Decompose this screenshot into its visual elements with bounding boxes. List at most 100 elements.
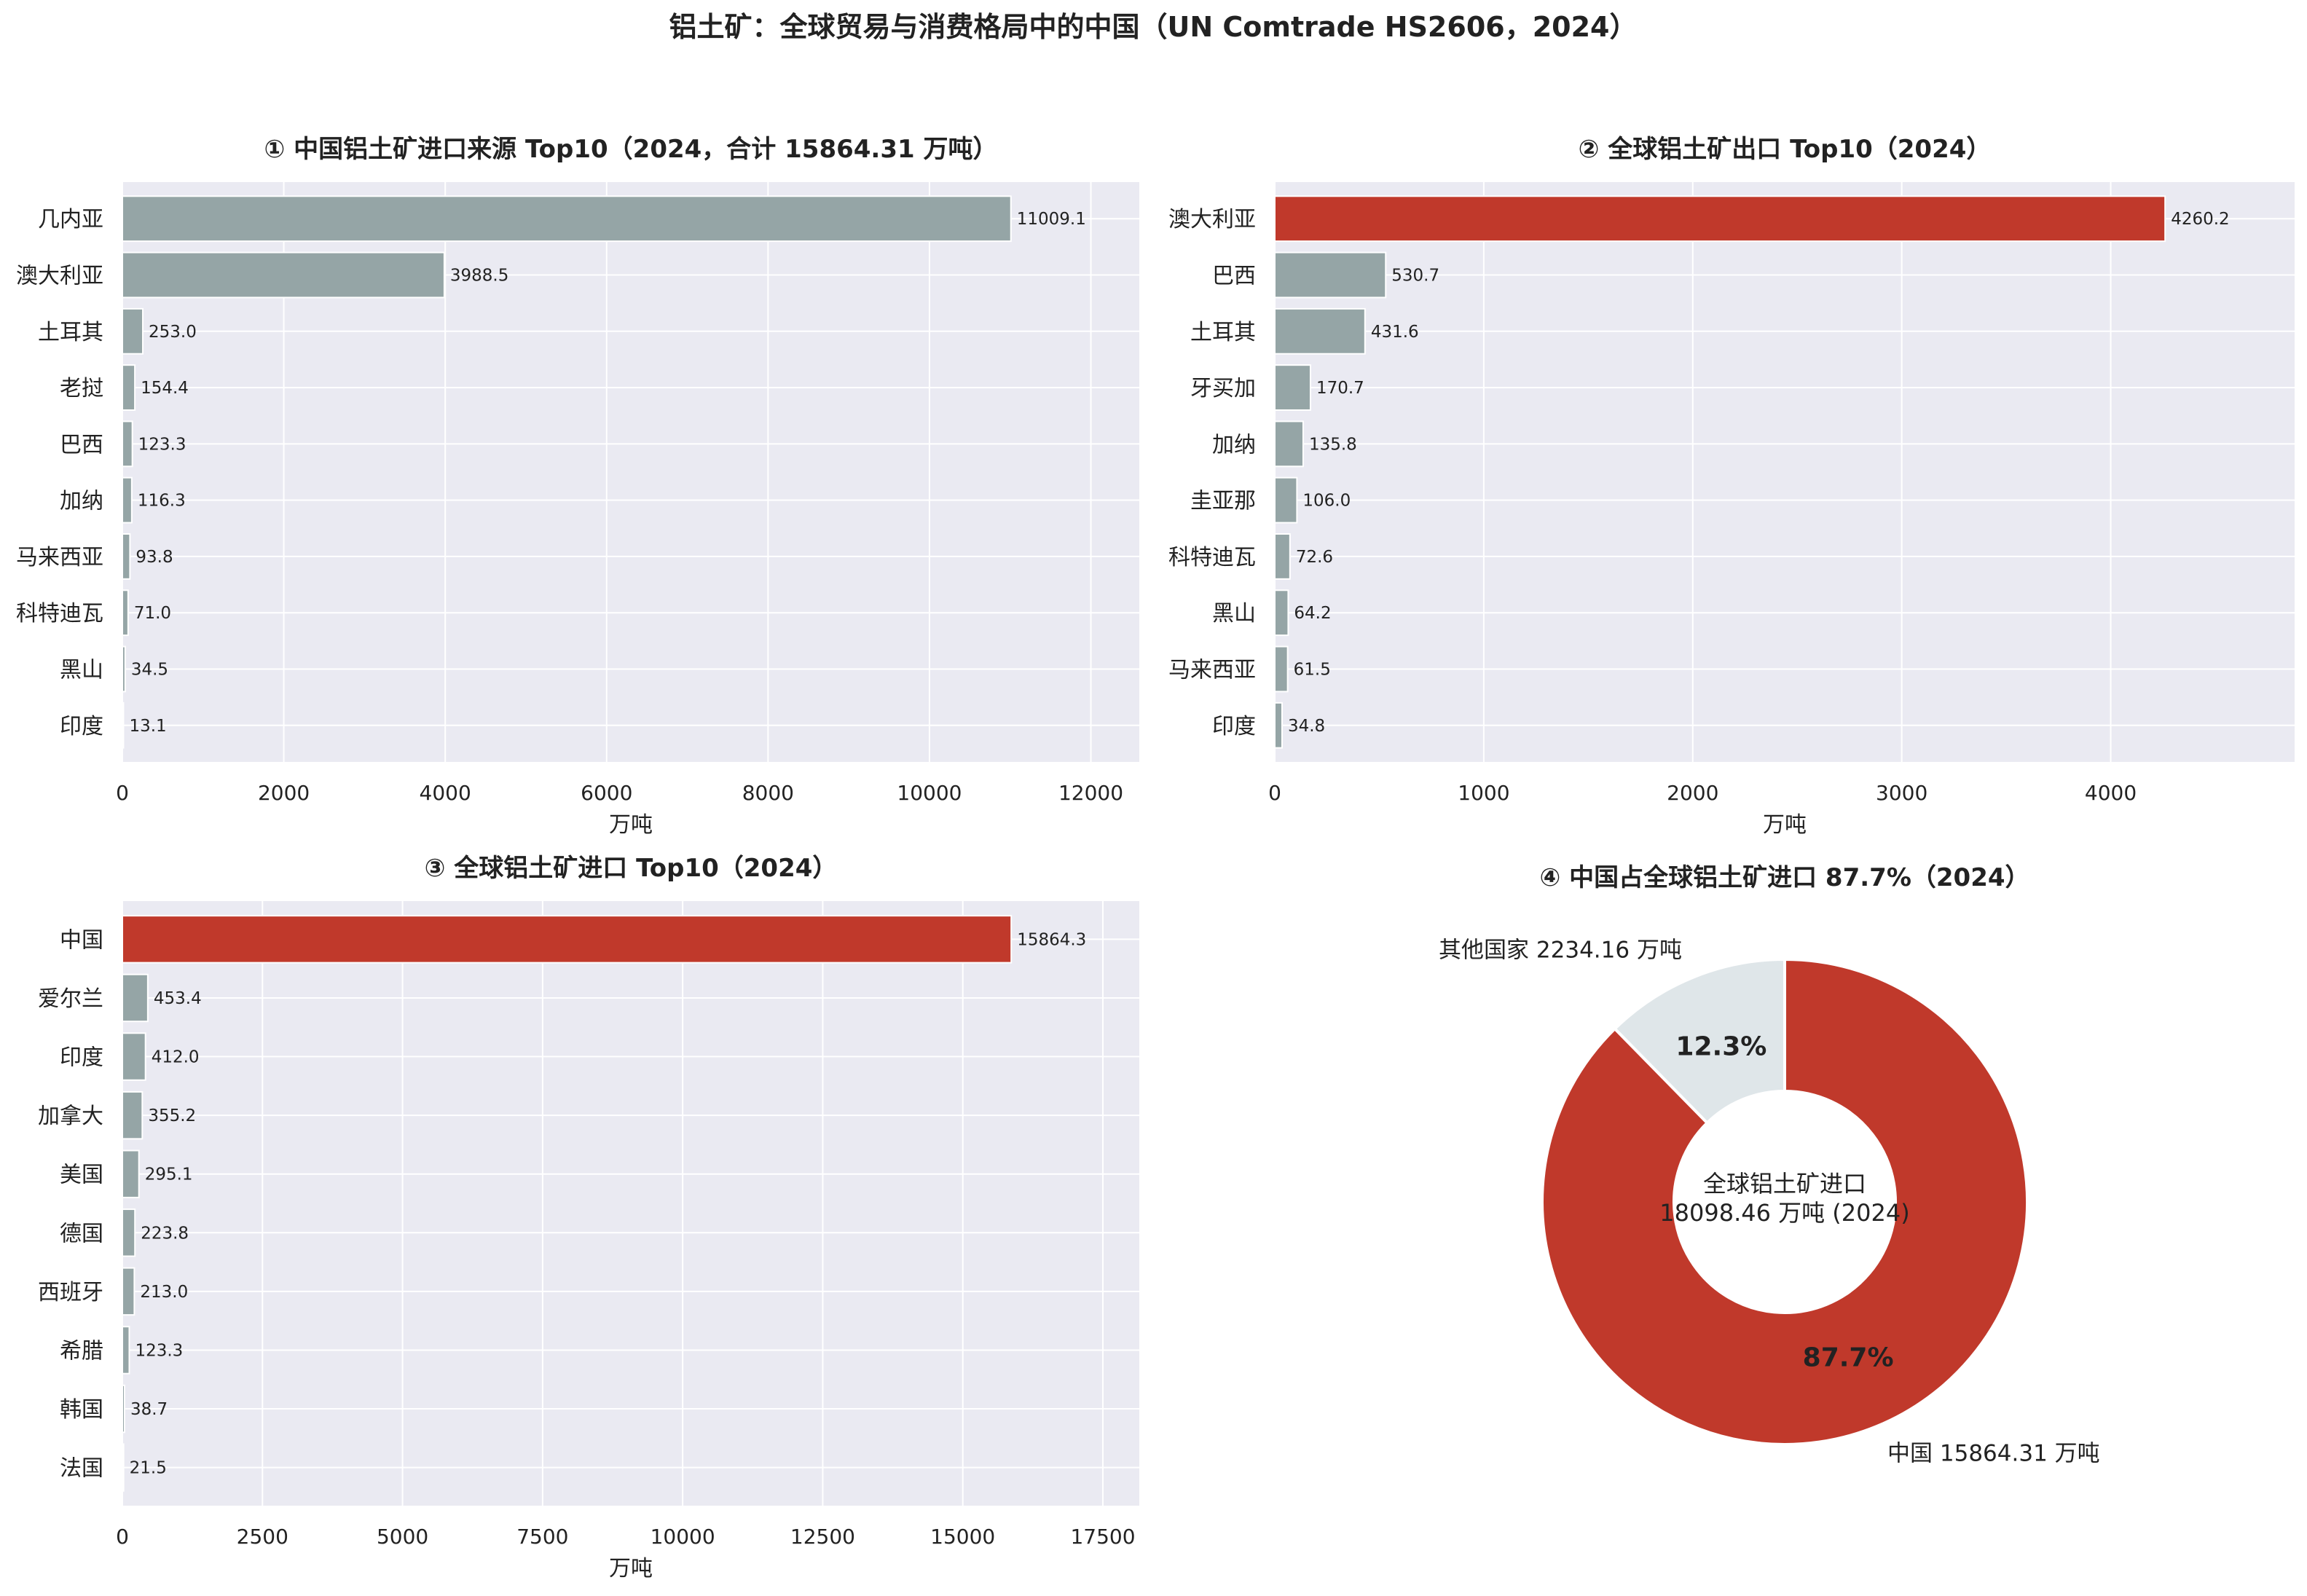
x-tick-label: 7500 bbox=[516, 1525, 568, 1549]
bar bbox=[1274, 533, 1291, 580]
x-tick-label: 17500 bbox=[1070, 1525, 1135, 1549]
slice-label: 中国 15864.31 万吨 bbox=[1887, 1440, 2100, 1466]
bar bbox=[122, 1384, 125, 1434]
donut-center-text: 18098.46 万吨 (2024) bbox=[1659, 1199, 1909, 1227]
bar bbox=[1274, 701, 1283, 749]
bar-value-label: 412.0 bbox=[152, 1048, 200, 1067]
y-tick-label: 巴西 bbox=[1212, 264, 1256, 289]
bar-value-label: 3988.5 bbox=[450, 267, 508, 286]
y-tick-label: 印度 bbox=[60, 1045, 103, 1071]
y-tick-label: 法国 bbox=[60, 1456, 103, 1482]
bar-value-label: 253.0 bbox=[149, 323, 197, 342]
x-axis-label: 万吨 bbox=[609, 812, 653, 838]
y-tick-label: 德国 bbox=[60, 1221, 103, 1246]
y-tick-label: 老挝 bbox=[60, 376, 103, 401]
bar-value-label: 34.8 bbox=[1288, 717, 1325, 736]
y-tick-label: 几内亚 bbox=[38, 207, 103, 232]
bar-value-label: 61.5 bbox=[1294, 660, 1331, 679]
bar-value-label: 355.2 bbox=[148, 1106, 196, 1125]
donut-center-text: 全球铝土矿进口 bbox=[1703, 1170, 1866, 1198]
chart-china-import-sources: ① 中国铝土矿进口来源 Top10（2024，合计 15864.31 万吨） 0 2… bbox=[16, 135, 1139, 838]
bar-value-label: 4260.2 bbox=[2171, 210, 2229, 229]
y-tick-label: 希腊 bbox=[60, 1338, 103, 1364]
bar-value-label: 116.3 bbox=[138, 492, 186, 511]
bar bbox=[122, 1032, 146, 1081]
y-tick-label: 西班牙 bbox=[38, 1280, 103, 1305]
bar bbox=[122, 1090, 144, 1140]
bar-value-label: 72.6 bbox=[1296, 548, 1333, 567]
x-tick-label: 12500 bbox=[790, 1525, 855, 1549]
bar-value-label: 213.0 bbox=[140, 1283, 188, 1302]
x-axis-label: 万吨 bbox=[609, 1556, 653, 1581]
bar-value-label: 295.1 bbox=[145, 1165, 193, 1184]
x-tick-label: 0 bbox=[116, 1525, 129, 1549]
bar-value-label: 431.6 bbox=[1371, 323, 1419, 342]
plot-area bbox=[1275, 182, 2295, 762]
donut-slice-china bbox=[1541, 957, 2029, 1446]
y-tick-label: 黑山 bbox=[1212, 601, 1256, 626]
y-tick-label: 加纳 bbox=[60, 489, 103, 514]
y-tick-label: 加纳 bbox=[1212, 432, 1256, 457]
bar bbox=[122, 251, 445, 299]
y-tick-label: 印度 bbox=[60, 714, 103, 739]
bar-value-label: 170.7 bbox=[1316, 379, 1364, 398]
y-tick-label: 巴西 bbox=[60, 432, 103, 457]
x-tick-label: 10000 bbox=[651, 1525, 715, 1549]
bar bbox=[122, 589, 129, 637]
x-tick-label: 15000 bbox=[930, 1525, 995, 1549]
y-tick-label: 土耳其 bbox=[1190, 320, 1256, 345]
bar bbox=[122, 1149, 140, 1198]
slice-percent-label: 12.3% bbox=[1675, 1032, 1766, 1062]
y-tick-label: 马来西亚 bbox=[16, 545, 103, 570]
bar bbox=[122, 195, 1012, 243]
x-tick-label: 4000 bbox=[2085, 781, 2137, 805]
bar bbox=[1274, 195, 2166, 243]
bar-value-label: 135.8 bbox=[1309, 435, 1357, 454]
bar-value-label: 123.3 bbox=[138, 435, 186, 454]
bar bbox=[1274, 645, 1289, 693]
y-tick-label: 印度 bbox=[1212, 714, 1256, 739]
y-tick-label: 中国 bbox=[60, 927, 103, 953]
bar bbox=[122, 476, 133, 524]
bar bbox=[122, 420, 133, 468]
y-tick-label: 马来西亚 bbox=[1168, 657, 1256, 683]
chart-title: ③ 全球铝土矿进口 Top10（2024） bbox=[425, 854, 838, 883]
bar-value-label: 530.7 bbox=[1391, 267, 1439, 286]
y-tick-label: 美国 bbox=[60, 1163, 103, 1188]
x-tick-label: 2500 bbox=[237, 1525, 288, 1549]
bar bbox=[122, 364, 136, 411]
bar bbox=[122, 701, 125, 749]
chart-global-exports: ② 全球铝土矿出口 Top10（2024） 0 1000 2000 3000 4000 42… bbox=[1168, 135, 2295, 838]
bar-value-label: 11009.1 bbox=[1017, 210, 1086, 229]
bar-value-label: 71.0 bbox=[134, 604, 171, 623]
bar-value-label: 106.0 bbox=[1302, 492, 1351, 511]
y-tick-label: 韩国 bbox=[60, 1397, 103, 1423]
bar bbox=[122, 973, 149, 1023]
bar bbox=[1274, 251, 1387, 299]
bar bbox=[122, 307, 144, 355]
x-tick-label: 2000 bbox=[1667, 781, 1718, 805]
bar bbox=[1274, 420, 1304, 468]
y-tick-label: 黑山 bbox=[60, 657, 103, 683]
bar bbox=[122, 1208, 136, 1257]
x-tick-label: 0 bbox=[1268, 781, 1281, 805]
bar-value-label: 64.2 bbox=[1294, 604, 1331, 623]
bar bbox=[1274, 364, 1311, 411]
bar bbox=[122, 645, 126, 693]
chart-title: ① 中国铝土矿进口来源 Top10（2024，合计 15864.31 万吨） bbox=[264, 135, 998, 164]
bar-value-label: 93.8 bbox=[135, 548, 173, 567]
figure-title: 铝土矿：全球贸易与消费格局中的中国（UN Comtrade HS2606，202… bbox=[669, 11, 1638, 43]
plot-area bbox=[122, 901, 1139, 1506]
bar-value-label: 13.1 bbox=[129, 717, 166, 736]
bar-value-label: 15864.3 bbox=[1017, 930, 1086, 949]
y-tick-label: 加拿大 bbox=[38, 1104, 103, 1129]
x-tick-label: 5000 bbox=[377, 1525, 428, 1549]
bar bbox=[122, 1267, 135, 1316]
slice-label: 其他国家 2234.16 万吨 bbox=[1439, 937, 1682, 964]
y-tick-label: 圭亚那 bbox=[1190, 489, 1256, 514]
y-tick-label: 爱尔兰 bbox=[38, 986, 103, 1012]
y-tick-label: 澳大利亚 bbox=[16, 264, 103, 289]
donut-slice-others bbox=[1613, 957, 1786, 1125]
y-tick-label: 澳大利亚 bbox=[1168, 207, 1256, 232]
